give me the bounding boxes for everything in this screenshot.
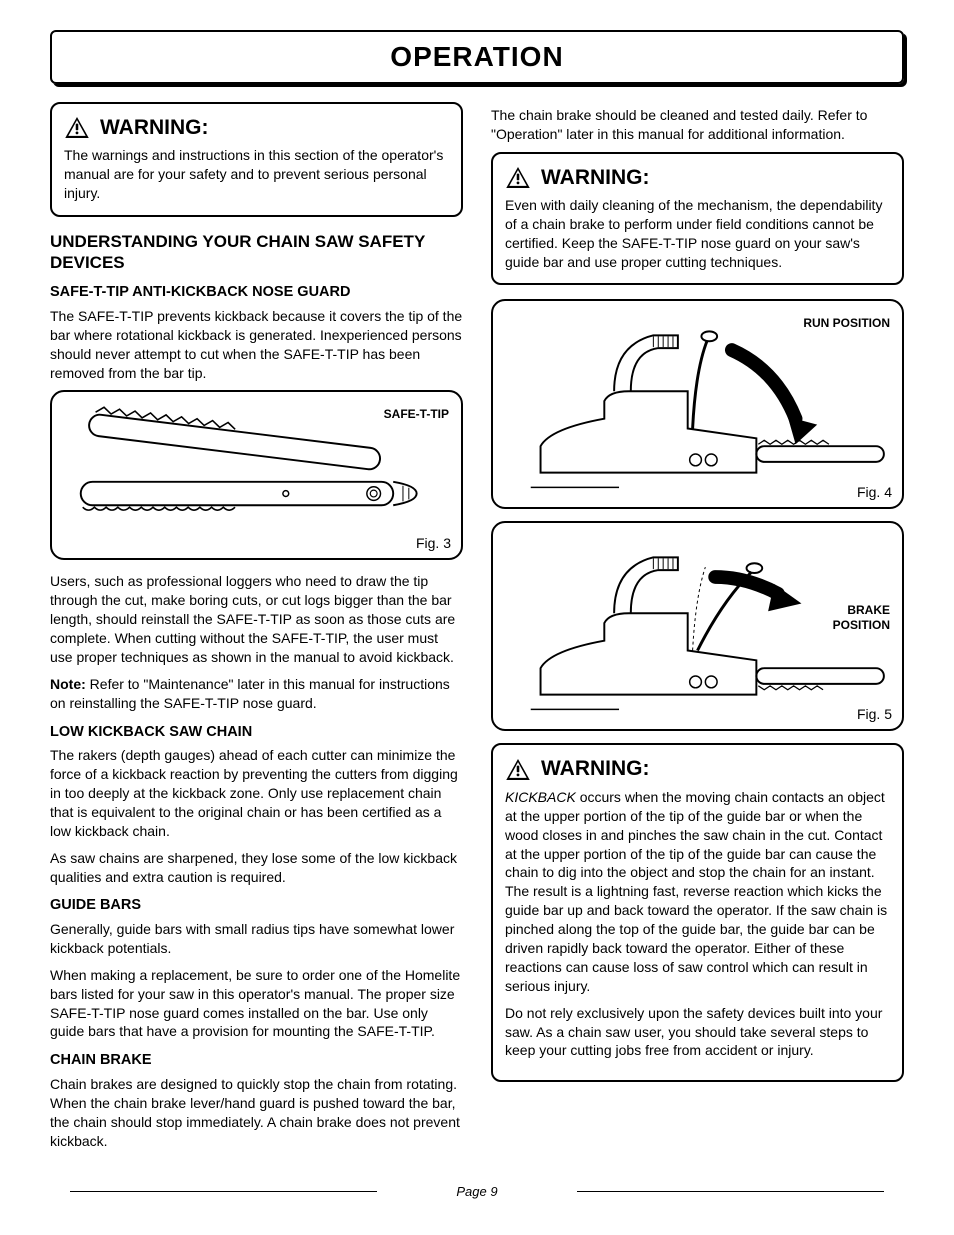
low-kickback-heading: LOW KICKBACK SAW CHAIN [50,723,463,743]
chain-brake-heading: CHAIN BRAKE [50,1051,463,1071]
figure-4-caption: Fig. 4 [857,483,892,502]
page-banner: OPERATION [50,30,904,84]
warning-body: The warnings and instructions in this se… [64,146,449,203]
left-column: WARNING: The warnings and instructions i… [50,102,463,1159]
warning3-p1: KICKBACK occurs when the moving chain co… [505,788,890,996]
warning-head: WARNING: [505,164,890,192]
warning-box-3: WARNING: KICKBACK occurs when the moving… [491,743,904,1082]
figure-5-label-l1: BRAKE [847,603,890,617]
chain-brake-p1: Chain brakes are designed to quickly sto… [50,1075,463,1151]
columns: WARNING: The warnings and instructions i… [50,102,904,1159]
low-kickback-p2: As saw chains are sharpened, they lose s… [50,849,463,887]
banner-title: OPERATION [52,32,902,82]
figure-4-svg [493,301,902,507]
warning-head: WARNING: [505,755,890,783]
low-kickback-p1: The rakers (depth gauges) ahead of each … [50,746,463,840]
warning-title: WARNING: [541,164,650,192]
guide-bars-heading: GUIDE BARS [50,896,463,916]
kickback-word: KICKBACK [505,789,576,805]
figure-4-label: RUN POSITION [803,315,890,331]
figure-5-label: BRAKE POSITION [833,603,890,632]
warning-icon [505,758,531,781]
warning-body: Even with daily cleaning of the mechanis… [505,196,890,272]
right-intro: The chain brake should be cleaned and te… [491,106,904,144]
figure-5-caption: Fig. 5 [857,705,892,724]
safe-t-tip-note: Note: Refer to "Maintenance" later in th… [50,675,463,713]
figure-3-caption: Fig. 3 [416,534,451,553]
figure-3: SAFE-T-TIP Fig. 3 [50,390,463,560]
safe-t-tip-heading: SAFE-T-TIP ANTI-KICKBACK NOSE GUARD [50,283,463,303]
warning3-p2: Do not rely exclusively upon the safety … [505,1004,890,1061]
note-body: Refer to "Maintenance" later in this man… [50,676,450,711]
figure-3-label: SAFE-T-TIP [384,406,449,422]
warning-icon [505,166,531,189]
figure-4: RUN POSITION Fig. 4 [491,299,904,509]
page-footer: Page 9 [50,1183,904,1201]
warning3-p1-rest: occurs when the moving chain contacts an… [505,789,887,994]
guide-bars-p2: When making a replacement, be sure to or… [50,966,463,1042]
right-column: The chain brake should be cleaned and te… [491,102,904,1159]
warning-box-2: WARNING: Even with daily cleaning of the… [491,152,904,286]
section-heading: UNDERSTANDING YOUR CHAIN SAW SAFETY DEVI… [50,231,463,274]
figure-5: BRAKE POSITION Fig. 5 [491,521,904,731]
safe-t-tip-p1: The SAFE-T-TIP prevents kickback because… [50,307,463,383]
guide-bars-p1: Generally, guide bars with small radius … [50,920,463,958]
page-number: Page 9 [456,1184,497,1199]
warning-box-1: WARNING: The warnings and instructions i… [50,102,463,217]
safe-t-tip-p2: Users, such as professional loggers who … [50,572,463,666]
figure-5-label-l2: POSITION [833,618,890,632]
warning-head: WARNING: [64,114,449,142]
note-label: Note: [50,676,86,692]
warning-title: WARNING: [100,114,209,142]
warning-icon [64,116,90,139]
warning-title: WARNING: [541,755,650,783]
